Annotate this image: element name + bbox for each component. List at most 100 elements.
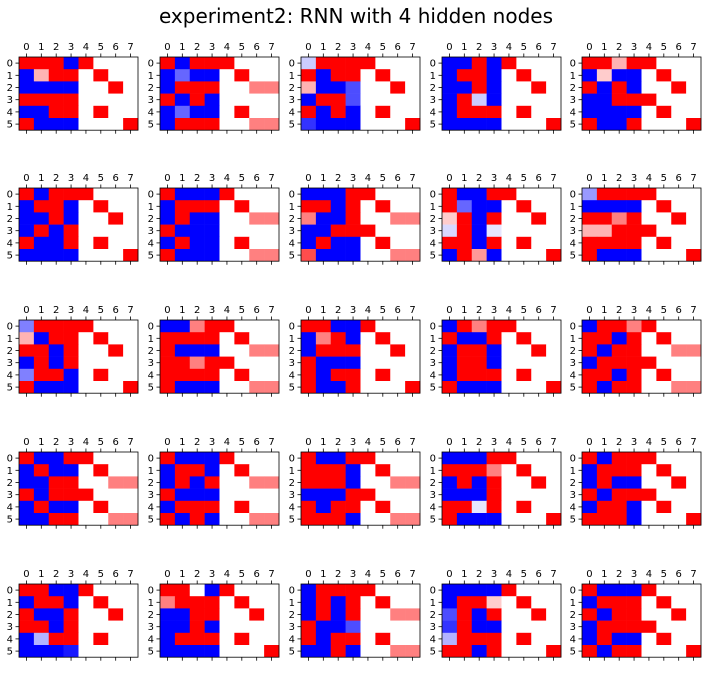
- heatmap-cell: [78, 368, 94, 382]
- heatmap-cell: [641, 632, 657, 646]
- heatmap-cell: [611, 476, 627, 489]
- heatmap-cell: [611, 57, 627, 70]
- heatmap-cell: [189, 236, 205, 250]
- y-tick-label: 1: [570, 202, 576, 213]
- heatmap-cell: [596, 344, 613, 357]
- heatmap-cell: [93, 188, 109, 201]
- heatmap-cell: [656, 69, 672, 82]
- heatmap-cell: [442, 249, 458, 262]
- heatmap-cell: [108, 476, 124, 489]
- heatmap-cell: [48, 500, 64, 514]
- heatmap-cell: [234, 464, 250, 477]
- heatmap-cell: [501, 81, 517, 94]
- heatmap-cell: [160, 356, 176, 370]
- heatmap-cell: [375, 464, 391, 477]
- heatmap-cell: [531, 212, 547, 225]
- x-tick-label: 2: [53, 173, 59, 184]
- heatmap-cell: [93, 332, 109, 345]
- panel-frame: [441, 319, 562, 394]
- heatmap-cell: [63, 452, 79, 465]
- heatmap-cell: [531, 645, 547, 658]
- heatmap-cell: [516, 488, 532, 502]
- heatmap-cell: [345, 464, 361, 477]
- heatmap-cell: [330, 81, 346, 94]
- heatmap-cell: [19, 344, 35, 357]
- x-tick-label: 4: [83, 173, 89, 184]
- heatmap-cell: [471, 188, 487, 201]
- heatmap-cell: [582, 249, 598, 262]
- y-tick-label: 1: [148, 71, 154, 82]
- heatmap-cell: [375, 320, 391, 333]
- panel-frame: [441, 451, 562, 526]
- heatmap-cell: [123, 236, 139, 250]
- heatmap-cell: [174, 596, 191, 609]
- heatmap-cell: [360, 105, 376, 119]
- heatmap-cell: [405, 320, 421, 333]
- heatmap-cell: [78, 57, 94, 70]
- y-tick-label: 1: [570, 598, 576, 609]
- heatmap-cell: [456, 212, 473, 225]
- x-tick-label: 2: [194, 42, 200, 53]
- heatmap-cell: [471, 596, 487, 609]
- heatmap-cell: [456, 464, 473, 477]
- heatmap-cell: [611, 93, 627, 107]
- x-tick-label: 5: [380, 437, 386, 448]
- y-tick-label: 5: [570, 647, 576, 658]
- y-tick-label: 4: [7, 107, 13, 118]
- heatmap-cell: [596, 464, 613, 477]
- heatmap-cell: [315, 81, 332, 94]
- heatmap-cell: [641, 57, 657, 70]
- heatmap-cell: [249, 188, 265, 201]
- heatmap-cell: [249, 212, 265, 225]
- heatmap-cell: [656, 488, 672, 502]
- panel-frame: [300, 319, 421, 394]
- heatmap-cell: [63, 381, 79, 394]
- heatmap-cell: [641, 105, 657, 119]
- x-tick-label: 7: [690, 569, 696, 580]
- y-tick-label: 5: [289, 647, 295, 658]
- heatmap-cell: [531, 356, 547, 370]
- heatmap-cell: [531, 224, 547, 238]
- y-tick-label: 4: [289, 370, 295, 381]
- heatmap-cell: [315, 596, 332, 609]
- heatmap-cell: [315, 236, 332, 250]
- heatmap-cell: [405, 356, 421, 370]
- heatmap-cell: [360, 368, 376, 382]
- heatmap-cell: [19, 320, 35, 333]
- heatmap-cell: [189, 476, 205, 489]
- y-tick-label: 3: [148, 226, 154, 237]
- y-tick-label: 5: [148, 647, 154, 658]
- heatmap-cell: [330, 488, 346, 502]
- x-tick-label: 6: [254, 569, 260, 580]
- heatmap-cell: [546, 608, 562, 621]
- heatmap-cell: [501, 236, 517, 250]
- x-tick-label: 3: [68, 42, 74, 53]
- x-tick-label: 6: [395, 569, 401, 580]
- y-tick-label: 0: [148, 586, 154, 597]
- y-tick-label: 1: [289, 71, 295, 82]
- x-tick-label: 7: [268, 173, 274, 184]
- heatmap-cell: [501, 452, 517, 465]
- heatmap-cell: [582, 452, 598, 465]
- x-tick-label: 1: [320, 569, 326, 580]
- heatmap-cell: [123, 200, 139, 213]
- x-tick-label: 3: [631, 569, 637, 580]
- heatmap-cell: [19, 224, 35, 238]
- x-tick-label: 0: [586, 42, 592, 53]
- heatmap-cell: [315, 249, 332, 262]
- x-tick-label: 0: [164, 173, 170, 184]
- y-tick-label: 5: [7, 647, 13, 658]
- heatmap-cell: [671, 93, 687, 107]
- heatmap-cell: [160, 645, 176, 658]
- heatmap-cell: [375, 118, 391, 131]
- heatmap-cell: [471, 249, 487, 262]
- x-tick-label: 2: [335, 437, 341, 448]
- heatmap-cell: [390, 584, 406, 597]
- y-tick-label: 1: [430, 202, 436, 213]
- heatmap-cell: [19, 212, 35, 225]
- heatmap-cell: [330, 224, 346, 238]
- heatmap-cell: [641, 513, 657, 526]
- x-tick-label: 6: [536, 569, 542, 580]
- heatmap-cell: [189, 332, 205, 345]
